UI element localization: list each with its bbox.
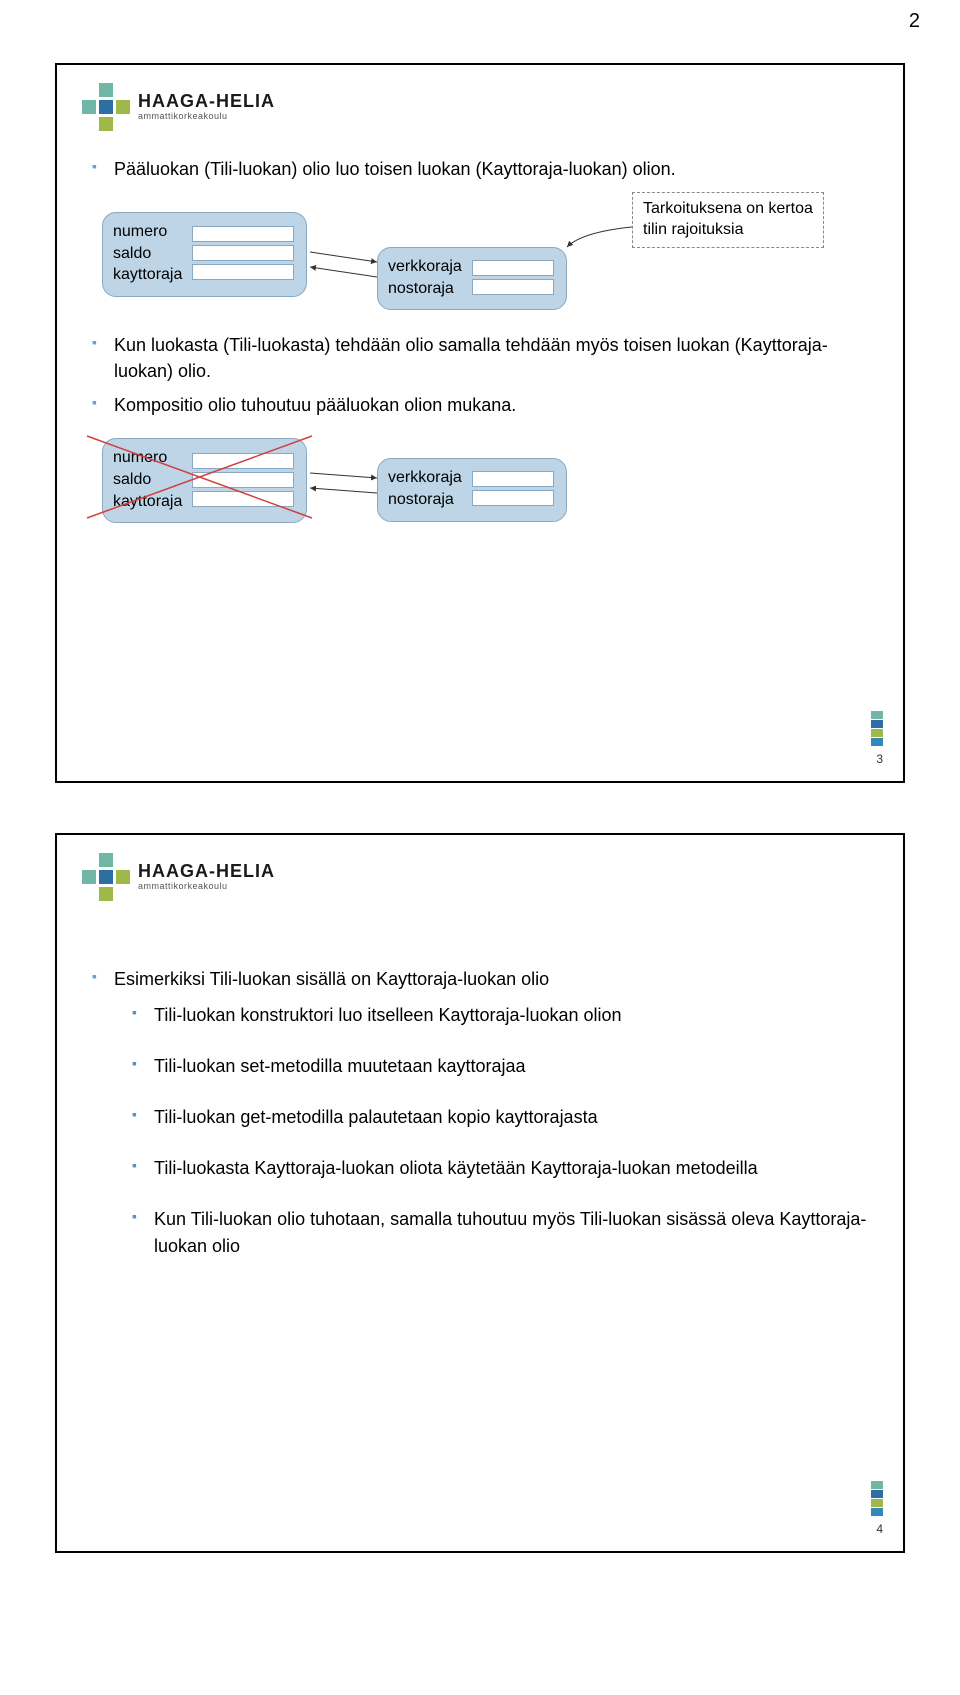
sub-bullet-item: Tili-luokan get-metodilla palautetaan ko… — [132, 1104, 878, 1130]
bullet-item: Pääluokan (Tili-luokan) olio luo toisen … — [92, 156, 878, 182]
logo-squares-icon — [82, 853, 130, 901]
field-label: verkkoraja — [388, 256, 462, 278]
object-box-kayttoraja: verkkoraja nostoraja — [377, 247, 567, 310]
slide-1: HAAGA-HELIA ammattikorkeakoulu Pääluokan… — [55, 63, 905, 783]
object-box-kayttoraja: verkkoraja nostoraja — [377, 458, 567, 521]
logo-subtitle: ammattikorkeakoulu — [138, 882, 275, 892]
sub-bullet-item: Tili-luokan konstruktori luo itselleen K… — [132, 1002, 878, 1028]
field-label: numero — [113, 221, 182, 243]
field-label: verkkoraja — [388, 467, 462, 489]
field-label: kayttoraja — [113, 491, 182, 513]
diagram-1: numero saldo kayttoraja verkkoraja nosto… — [102, 192, 878, 312]
sub-bullet-item: Tili-luokan set-metodilla muutetaan kayt… — [132, 1053, 878, 1079]
field-label: nostoraja — [388, 278, 462, 300]
bullet-item: Kompositio olio tuhoutuu pääluokan olion… — [92, 392, 878, 418]
logo: HAAGA-HELIA ammattikorkeakoulu — [82, 83, 878, 131]
color-strip-icon — [871, 711, 883, 746]
logo-title: HAAGA-HELIA — [138, 862, 275, 882]
color-strip-icon — [871, 1481, 883, 1516]
sub-bullet-item: Kun Tili-luokan olio tuhotaan, samalla t… — [132, 1206, 878, 1258]
field-label: nostoraja — [388, 489, 462, 511]
field-label: numero — [113, 447, 182, 469]
slide-2: HAAGA-HELIA ammattikorkeakoulu Esimerkik… — [55, 833, 905, 1553]
page-number-top: 2 — [0, 0, 960, 33]
slide-page-number: 4 — [876, 1522, 883, 1536]
object-box-tili: numero saldo kayttoraja — [102, 212, 307, 297]
field-label: saldo — [113, 243, 182, 265]
sub-bullet-item: Tili-luokasta Kayttoraja-luokan oliota k… — [132, 1155, 878, 1181]
object-box-tili: numero saldo kayttoraja — [102, 438, 307, 523]
note-line: Tarkoituksena on kertoa — [643, 199, 813, 220]
diagram-2: numero saldo kayttoraja verkkoraja nosto… — [102, 428, 878, 538]
logo: HAAGA-HELIA ammattikorkeakoulu — [82, 853, 878, 901]
field-label: kayttoraja — [113, 264, 182, 286]
note-line: tilin rajoituksia — [643, 220, 813, 241]
bullet-item: Kun luokasta (Tili-luokasta) tehdään oli… — [92, 332, 878, 384]
field-label: saldo — [113, 469, 182, 491]
logo-squares-icon — [82, 83, 130, 131]
logo-title: HAAGA-HELIA — [138, 92, 275, 112]
note-box: Tarkoituksena on kertoa tilin rajoituksi… — [632, 192, 824, 248]
logo-subtitle: ammattikorkeakoulu — [138, 112, 275, 122]
bullet-item: Esimerkiksi Tili-luokan sisällä on Kaytt… — [92, 966, 878, 992]
slide-page-number: 3 — [876, 752, 883, 766]
